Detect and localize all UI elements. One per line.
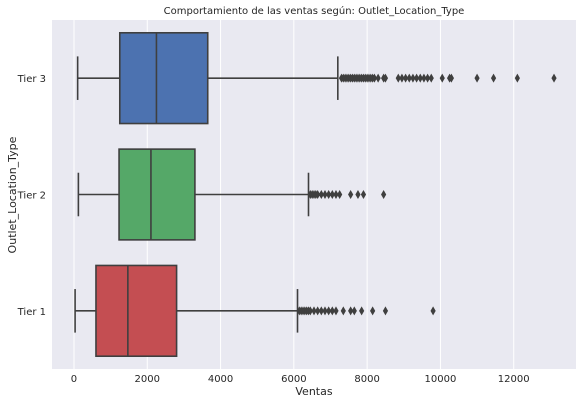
- outlier-point: [315, 190, 321, 199]
- outlier-point: [326, 306, 332, 316]
- iqr-box: [118, 148, 196, 241]
- outlier-point: [370, 306, 376, 316]
- outlier-point: [329, 190, 335, 199]
- tick-labels: 0 2000 4000 6000 8000 10000 12000 Tier 3 Tier 2 T…: [17, 74, 530, 385]
- outlier-point: [406, 73, 412, 83]
- outlier-point: [355, 190, 361, 199]
- outlier-point: [329, 306, 335, 316]
- outlier-point: [381, 190, 387, 199]
- y-tick-label: Tier 1: [17, 307, 46, 318]
- outlier-point: [348, 190, 354, 199]
- chart-title: Comportamiento de las ventas según: Outl…: [164, 5, 465, 17]
- iqr-box: [95, 264, 178, 358]
- outlier-point: [395, 73, 401, 83]
- iqr-box: [118, 31, 209, 125]
- x-tick-label: 6000: [281, 374, 306, 385]
- outlier-point: [514, 73, 520, 83]
- outlier-point: [318, 306, 324, 316]
- box-tier-2: [77, 148, 387, 241]
- outlier-point: [371, 73, 378, 83]
- outlier-point: [424, 73, 431, 83]
- x-tick-label: 4000: [208, 374, 233, 385]
- outlier-point: [421, 73, 427, 83]
- outlier-point: [322, 190, 328, 199]
- outlier-point: [322, 306, 328, 316]
- outlier-point: [382, 306, 389, 316]
- box-tier-3: [76, 31, 557, 125]
- outlier-point: [428, 73, 434, 83]
- outlier-point: [439, 73, 445, 83]
- x-tick-label: 12000: [498, 374, 530, 385]
- x-tick-label: 10000: [425, 374, 457, 385]
- outlier-point: [551, 73, 557, 83]
- y-tick-label: Tier 2: [17, 191, 46, 202]
- outlier-point: [403, 73, 409, 83]
- x-axis-title: Ventas: [295, 385, 332, 398]
- outlier-point: [348, 306, 354, 316]
- y-axis-title: Outlet_Location_Type: [6, 136, 19, 253]
- outlier-point: [382, 73, 389, 83]
- outlier-point: [490, 73, 497, 83]
- outlier-point: [430, 306, 436, 316]
- outlier-point: [360, 190, 367, 199]
- outlier-point: [417, 73, 423, 83]
- outlier-point: [448, 73, 455, 83]
- box-tier-1: [74, 264, 436, 358]
- box-series: [74, 31, 557, 358]
- outlier-point: [315, 306, 321, 316]
- outlier-point: [337, 190, 343, 199]
- outlier-point: [307, 306, 313, 316]
- outlier-point: [333, 190, 339, 199]
- outlier-point: [318, 190, 324, 199]
- x-tick-label: 2000: [135, 374, 160, 385]
- x-tick-label: 0: [71, 374, 77, 385]
- outlier-point: [474, 73, 480, 83]
- y-tick-label: Tier 3: [17, 74, 46, 85]
- outlier-point: [340, 306, 346, 316]
- outlier-point: [410, 73, 416, 83]
- outlier-point: [399, 73, 405, 83]
- outlier-point: [359, 306, 365, 316]
- outlier-point: [414, 73, 420, 83]
- x-tick-label: 8000: [354, 374, 379, 385]
- outlier-point: [326, 190, 332, 199]
- outlier-point: [333, 306, 339, 316]
- outlier-point: [351, 306, 357, 316]
- outlier-point: [375, 73, 381, 83]
- outlier-point: [311, 306, 317, 316]
